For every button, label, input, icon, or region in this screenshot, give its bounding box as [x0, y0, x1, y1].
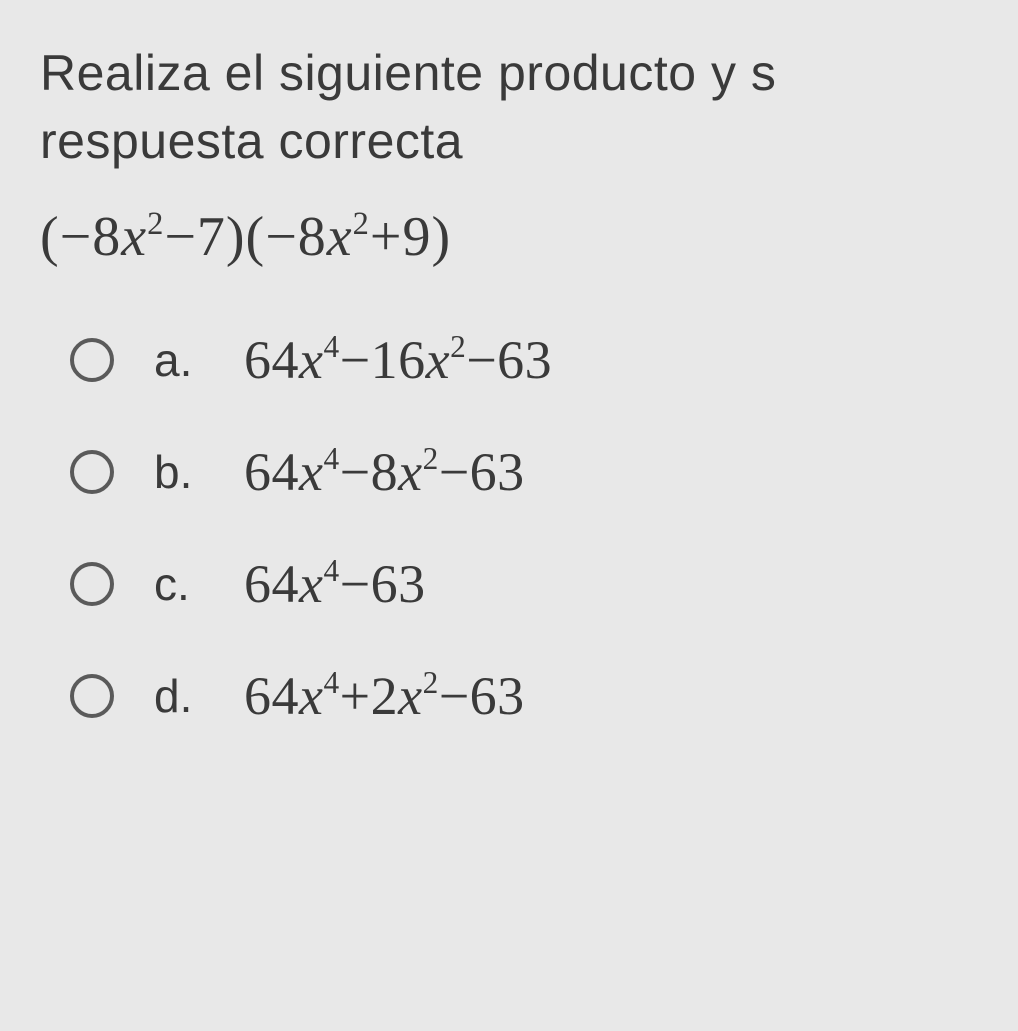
option-letter: a. [154, 333, 204, 387]
math-expression: (−8x2−7)(−8x2+9) [40, 205, 998, 269]
option-a[interactable]: a. 64x4−16x2−63 [70, 329, 998, 391]
options-group: a. 64x4−16x2−63 b. 64x4−8x2−63 c. 64x4−6… [40, 329, 998, 727]
question-line-1: Realiza el siguiente producto y s [40, 45, 776, 101]
option-d[interactable]: d. 64x4+2x2−63 [70, 665, 998, 727]
option-math: 64x4−16x2−63 [244, 329, 552, 391]
option-letter: b. [154, 445, 204, 499]
radio-icon[interactable] [70, 338, 114, 382]
question-line-2: respuesta correcta [40, 113, 463, 169]
option-letter: c. [154, 557, 204, 611]
option-letter: d. [154, 669, 204, 723]
option-c[interactable]: c. 64x4−63 [70, 553, 998, 615]
option-math: 64x4−8x2−63 [244, 441, 525, 503]
option-b[interactable]: b. 64x4−8x2−63 [70, 441, 998, 503]
question-prompt: Realiza el siguiente producto y s respue… [40, 40, 998, 175]
option-math: 64x4+2x2−63 [244, 665, 525, 727]
radio-icon[interactable] [70, 450, 114, 494]
radio-icon[interactable] [70, 674, 114, 718]
radio-icon[interactable] [70, 562, 114, 606]
option-math: 64x4−63 [244, 553, 426, 615]
